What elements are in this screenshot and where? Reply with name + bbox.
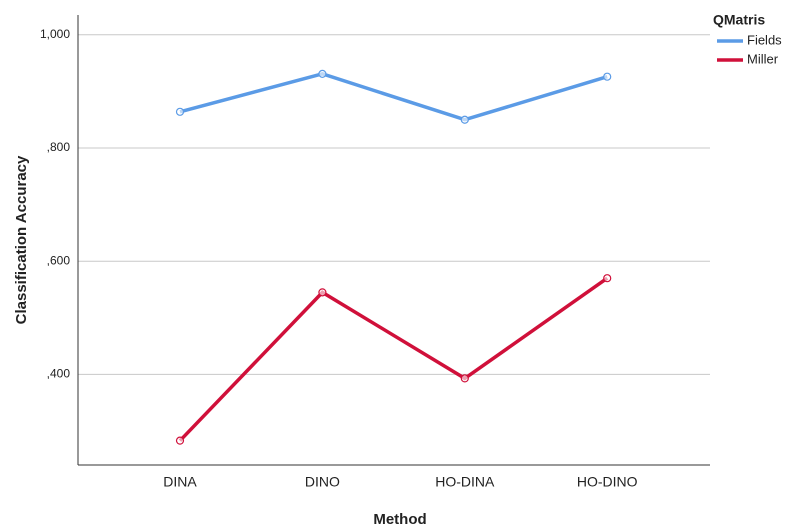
y-tick-label: ,800: [47, 140, 71, 154]
y-tick-label: 1,000: [40, 27, 70, 41]
series-line: [178, 276, 609, 442]
series-line: [179, 72, 608, 122]
y-tick-label: ,600: [47, 253, 71, 267]
point-marker: [318, 288, 327, 297]
legend-title: QMatris: [713, 12, 765, 28]
point-marker: [460, 115, 469, 124]
point-marker: [460, 374, 469, 383]
x-tick-label: HO-DINO: [577, 474, 638, 490]
point-marker: [318, 69, 327, 78]
point-marker: [603, 72, 612, 81]
x-tick-label: DINO: [305, 474, 340, 490]
x-tick-label: HO-DINA: [435, 474, 495, 490]
y-tick-label: ,400: [47, 367, 71, 381]
point-marker: [603, 274, 612, 283]
y-axis-title: Classification Accuracy: [13, 155, 30, 324]
legend-label: Miller: [747, 51, 779, 66]
legend-label: Fields: [747, 32, 782, 47]
point-marker: [175, 107, 185, 116]
point-marker: [175, 436, 185, 445]
x-axis-title: Method: [373, 511, 426, 528]
x-tick-label: DINA: [163, 474, 197, 490]
